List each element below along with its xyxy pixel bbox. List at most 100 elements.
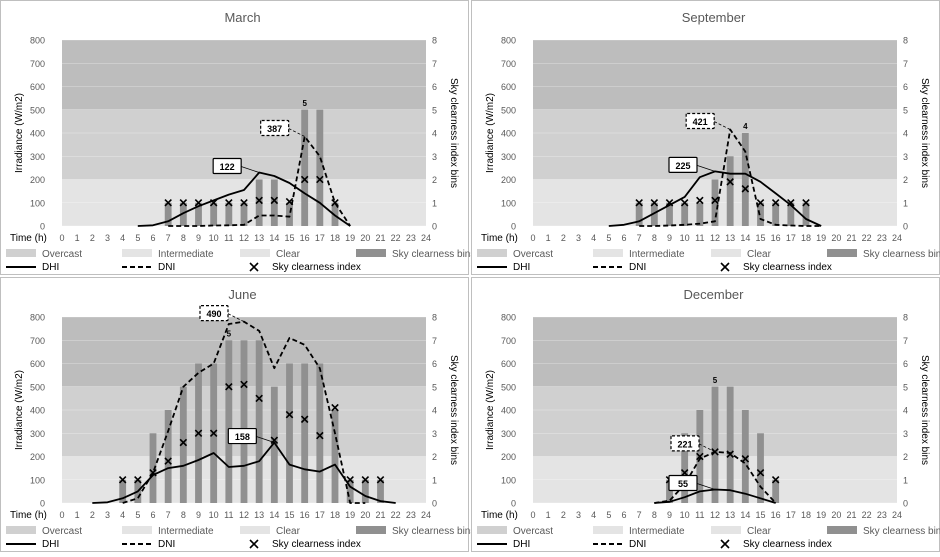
x-tick-label: 0 [530,510,535,520]
x-tick-label: 10 [209,510,219,520]
legend-clear-swatch [240,249,270,257]
y2-tick-label: 0 [432,499,437,509]
x-tick-label: 3 [576,510,581,520]
y-tick-label: 300 [501,429,516,439]
y-tick-label: 800 [30,36,45,46]
legend-clear: Clear [276,249,301,260]
x-tick-label: 8 [181,510,186,520]
y-tick-label: 400 [501,406,516,416]
x-tick-label: 15 [755,510,765,520]
y-tick-label: 700 [30,59,45,69]
band-overcast [62,40,426,110]
legend-overcast: Overcast [42,249,82,260]
legend-bins: Sky clearness bins [392,249,475,260]
y2-tick-label: 4 [432,129,437,139]
x-tick-label: 12 [710,510,720,520]
x-tick-label: 14 [740,510,750,520]
x-tick-label: 20 [831,510,841,520]
x-tick-label: 6 [621,510,626,520]
y2-tick-label: 7 [432,59,437,69]
x-tick-label: 1 [75,510,80,520]
chart-title: September [682,10,746,25]
x-tick-label: 23 [406,510,416,520]
y2-tick-label: 8 [432,36,437,46]
y2-tick-label: 8 [903,313,908,323]
dhi-max-callout-label: 225 [675,161,690,171]
y-tick-label: 200 [30,175,45,185]
y2-tick-label: 7 [432,336,437,346]
x-tick-label: 10 [680,233,690,243]
bin-max-label: 5 [713,376,718,385]
y2-tick-label: 6 [432,359,437,369]
bin-bar [286,203,293,226]
x-tick-label: 19 [345,233,355,243]
y2-tick-label: 1 [432,475,437,485]
legend-overcast: Overcast [513,249,553,260]
x-tick-label: 18 [330,510,340,520]
x-tick-label: 3 [105,233,110,243]
y2-axis-title: Sky clearness index bins [448,78,459,188]
y2-tick-label: 7 [903,336,908,346]
x-tick-label: 14 [269,510,279,520]
bin-bar [316,110,323,226]
legend-index: Sky clearness index [272,539,361,550]
legend-dni: DNI [629,262,646,273]
y2-tick-label: 3 [432,152,437,162]
x-tick-label: 11 [224,233,233,243]
legend-clear-swatch [711,249,741,257]
y-tick-label: 500 [30,382,45,392]
legend-clear-swatch [240,526,270,534]
x-tick-label: 18 [801,510,811,520]
legend-overcast: Overcast [513,526,553,537]
x-tick-label: 4 [120,510,125,520]
x-tick-label: 20 [360,233,370,243]
y-tick-label: 100 [30,475,45,485]
y-tick-label: 700 [501,336,516,346]
x-tick-label: 20 [360,510,370,520]
x-tick-label: 9 [196,233,201,243]
x-tick-label: 5 [135,510,140,520]
y2-axis-title: Sky clearness index bins [448,355,459,465]
legend-intermediate: Intermediate [629,526,685,537]
legend-intermediate-swatch [593,249,623,257]
y2-tick-label: 5 [432,105,437,115]
bin-bar [727,387,734,503]
x-tick-label: 16 [300,510,310,520]
y-tick-label: 600 [501,359,516,369]
x-tick-label: 6 [150,510,155,520]
x-tick-label: 18 [330,233,340,243]
y-axis-title: Irradiance (W/m2) [14,93,25,173]
x-tick-label: 4 [591,510,596,520]
bin-bar [727,156,734,226]
y-tick-label: 400 [501,129,516,139]
y-tick-label: 800 [501,313,516,323]
y-tick-label: 300 [30,152,45,162]
chart-title: March [224,10,260,25]
x-tick-label: 12 [710,233,720,243]
legend-intermediate: Intermediate [158,249,214,260]
x-tick-label: 5 [606,233,611,243]
dhi-max-callout-label: 158 [235,432,250,442]
bin-max-label: 5 [302,99,307,108]
legend-dhi: DHI [42,539,59,550]
legend-overcast-swatch [477,526,507,534]
y-tick-label: 500 [30,105,45,115]
x-tick-label: 13 [254,510,264,520]
y-tick-label: 500 [501,382,516,392]
dni-max-callout-label: 490 [206,309,221,319]
y-tick-label: 100 [501,198,516,208]
chart-title: June [228,287,256,302]
y2-tick-label: 0 [903,499,908,509]
x-tick-label: 8 [181,233,186,243]
y-tick-label: 100 [30,198,45,208]
legend-bins-swatch [356,526,386,534]
legend-clear: Clear [747,526,772,537]
chart-panel-3: December01002003004005006007008000123456… [472,278,940,552]
x-tick-label: 1 [546,233,551,243]
x-tick-label: 9 [196,510,201,520]
x-tick-label: 13 [254,233,264,243]
y-tick-label: 800 [30,313,45,323]
x-tick-label: 3 [576,233,581,243]
bin-max-label: 5 [227,329,232,338]
